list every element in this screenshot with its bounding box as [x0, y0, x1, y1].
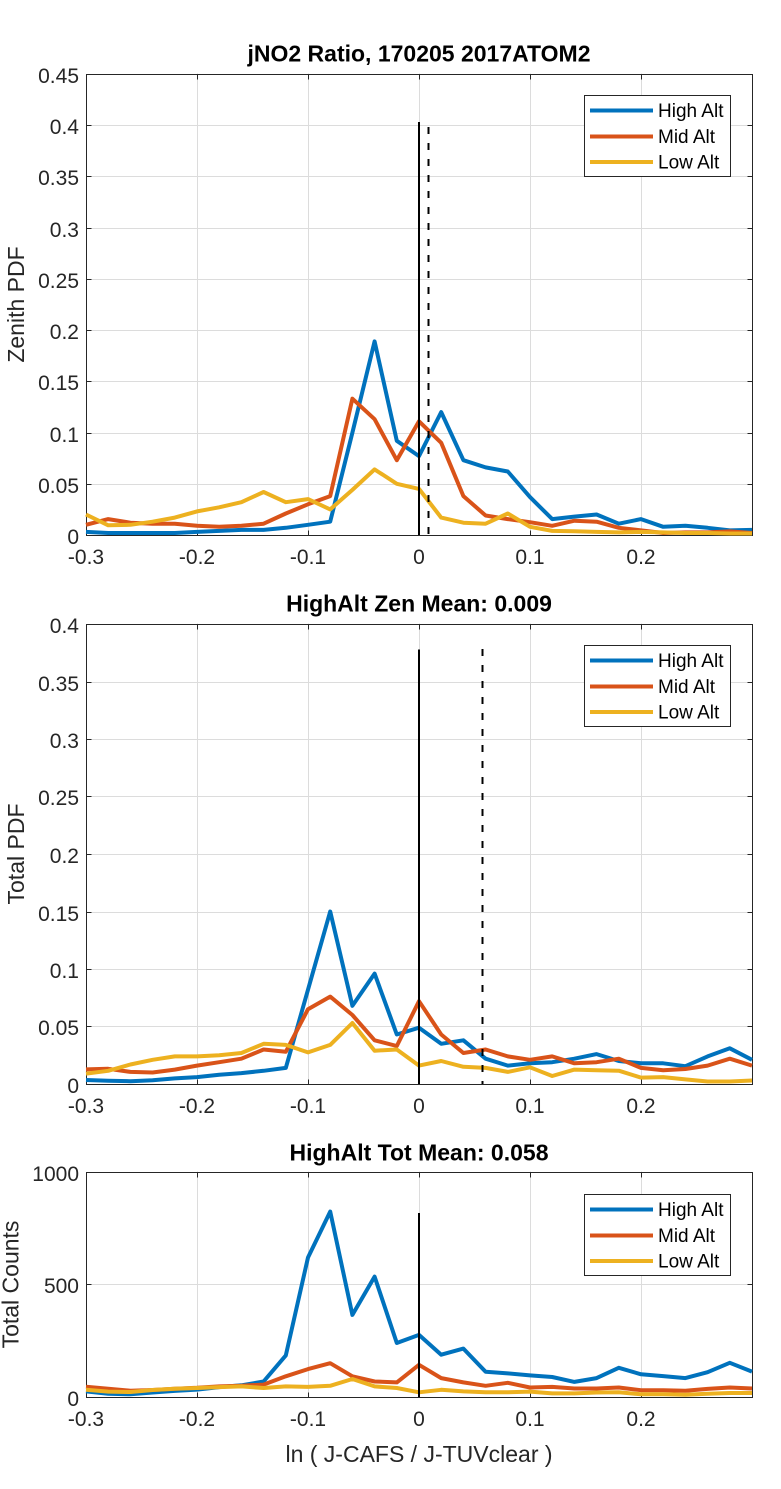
svg-text:0.1: 0.1 — [515, 1095, 544, 1118]
svg-text:-0.2: -0.2 — [179, 546, 215, 569]
svg-text:High Alt: High Alt — [658, 101, 724, 122]
svg-text:Total Counts: Total Counts — [0, 1221, 23, 1349]
svg-text:0.15: 0.15 — [38, 903, 79, 926]
svg-text:-0.1: -0.1 — [290, 1095, 326, 1118]
svg-text:High Alt: High Alt — [658, 1200, 724, 1221]
svg-text:Mid Alt: Mid Alt — [658, 127, 716, 148]
svg-text:0.3: 0.3 — [50, 219, 79, 242]
svg-text:0.1: 0.1 — [50, 960, 79, 983]
svg-text:0: 0 — [413, 546, 425, 569]
svg-text:0.1: 0.1 — [50, 424, 79, 447]
svg-text:0: 0 — [67, 1075, 79, 1098]
svg-text:0.35: 0.35 — [38, 167, 79, 190]
svg-text:Total PDF: Total PDF — [3, 804, 29, 905]
svg-text:Mid Alt: Mid Alt — [658, 677, 716, 698]
svg-text:0.25: 0.25 — [38, 270, 79, 293]
svg-text:-0.1: -0.1 — [290, 546, 326, 569]
svg-text:0.4: 0.4 — [50, 116, 80, 139]
svg-text:0.25: 0.25 — [38, 787, 79, 810]
svg-text:-0.1: -0.1 — [290, 1408, 326, 1431]
svg-text:0.2: 0.2 — [626, 1408, 655, 1431]
svg-text:-0.3: -0.3 — [68, 546, 104, 569]
svg-text:jNO2 Ratio, 170205 2017ATOM2: jNO2 Ratio, 170205 2017ATOM2 — [246, 41, 590, 67]
svg-text:500: 500 — [44, 1275, 79, 1298]
svg-text:0.1: 0.1 — [515, 1408, 544, 1431]
svg-text:0.2: 0.2 — [50, 321, 79, 344]
svg-text:0: 0 — [67, 1388, 79, 1411]
svg-text:0: 0 — [413, 1408, 425, 1431]
svg-text:0.1: 0.1 — [515, 546, 544, 569]
svg-text:0: 0 — [67, 526, 79, 549]
svg-text:HighAlt Tot Mean: 0.058: HighAlt Tot Mean: 0.058 — [290, 1140, 549, 1166]
svg-text:High Alt: High Alt — [658, 651, 724, 672]
svg-text:0.4: 0.4 — [50, 615, 80, 638]
svg-text:ln ( J-CAFS / J-TUVclear ): ln ( J-CAFS / J-TUVclear ) — [285, 1441, 552, 1467]
svg-text:0: 0 — [413, 1095, 425, 1118]
svg-text:0.05: 0.05 — [38, 475, 79, 498]
svg-text:0.2: 0.2 — [626, 1095, 655, 1118]
svg-text:-0.3: -0.3 — [68, 1408, 104, 1431]
svg-text:0.05: 0.05 — [38, 1017, 79, 1040]
svg-text:0.35: 0.35 — [38, 673, 79, 696]
svg-text:-0.2: -0.2 — [179, 1408, 215, 1431]
svg-text:0.2: 0.2 — [50, 845, 79, 868]
svg-text:0.3: 0.3 — [50, 730, 79, 753]
svg-text:HighAlt Zen Mean: 0.009: HighAlt Zen Mean: 0.009 — [286, 591, 552, 617]
svg-text:0.2: 0.2 — [626, 546, 655, 569]
svg-text:Zenith PDF: Zenith PDF — [3, 246, 29, 362]
svg-text:0.15: 0.15 — [38, 372, 79, 395]
svg-text:Mid Alt: Mid Alt — [658, 1226, 716, 1247]
svg-text:0.45: 0.45 — [38, 65, 79, 88]
svg-text:-0.3: -0.3 — [68, 1095, 104, 1118]
svg-text:Low Alt: Low Alt — [658, 703, 720, 724]
svg-text:1000: 1000 — [32, 1163, 79, 1186]
svg-text:Low Alt: Low Alt — [658, 1252, 720, 1273]
svg-text:-0.2: -0.2 — [179, 1095, 215, 1118]
svg-text:Low Alt: Low Alt — [658, 153, 720, 174]
